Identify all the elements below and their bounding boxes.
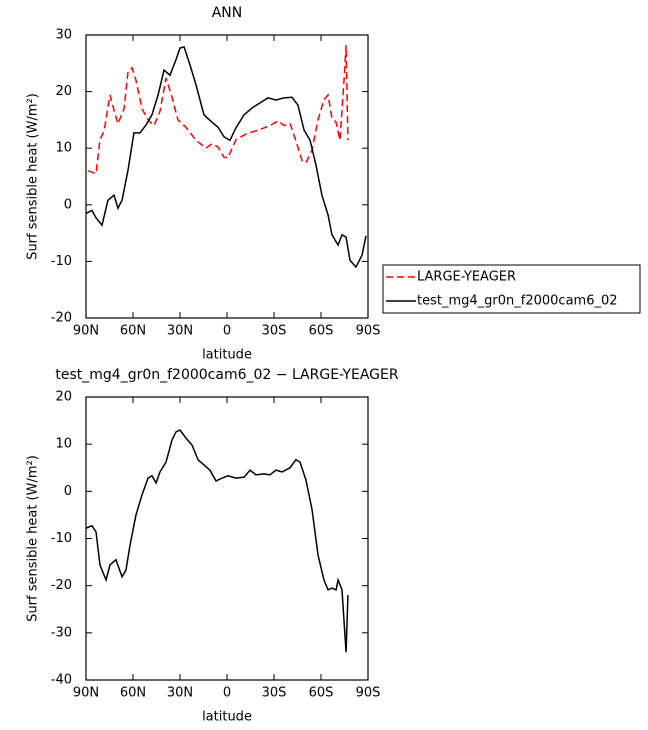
y-axis-label: Surf sensible heat (W/m²)	[26, 93, 41, 260]
x-tick-label: 90N	[73, 686, 99, 701]
series-line	[87, 45, 349, 175]
y-tick-label: -30	[51, 625, 72, 640]
y-tick-label: -20	[51, 578, 72, 593]
x-axis-label: latitude	[202, 710, 252, 725]
y-axis-label: Surf sensible heat (W/m²)	[26, 455, 41, 622]
y-tick-label: 0	[64, 197, 72, 212]
x-tick-label: 0	[223, 686, 231, 701]
y-tick-label: 20	[55, 390, 72, 405]
x-axis-label: latitude	[202, 348, 252, 363]
chart-title: test_mg4_gr0n_f2000cam6_02 − LARGE-YEAGE…	[55, 367, 398, 383]
x-tick-label: 30N	[167, 324, 193, 339]
x-tick-label: 30S	[262, 686, 287, 701]
series-line	[85, 45, 367, 269]
x-tick-label: 90S	[356, 686, 381, 701]
y-tick-label: 0	[64, 484, 72, 499]
legend-frame	[382, 264, 641, 314]
y-tick-label: -10	[51, 254, 72, 269]
y-tick-label: -10	[51, 531, 72, 546]
y-tick-label: 10	[55, 437, 72, 452]
y-tick-label: 30	[55, 28, 72, 43]
x-tick-label: 60S	[309, 686, 334, 701]
y-tick-label: 20	[55, 84, 72, 99]
x-tick-label: 60N	[120, 324, 146, 339]
x-tick-label: 30N	[167, 686, 193, 701]
y-tick-label: 10	[55, 141, 72, 156]
x-tick-label: 60S	[309, 324, 334, 339]
y-tick-label: -20	[51, 311, 72, 326]
legend-label: test_mg4_gr0n_f2000cam6_02	[417, 294, 618, 309]
x-tick-label: 90N	[73, 324, 99, 339]
chart-title: ANN	[212, 5, 243, 21]
series-line	[85, 429, 349, 653]
x-tick-label: 30S	[262, 324, 287, 339]
x-tick-label: 90S	[356, 324, 381, 339]
x-tick-label: 60N	[120, 686, 146, 701]
y-tick-label: -40	[51, 673, 72, 688]
x-tick-label: 0	[223, 324, 231, 339]
legend-label: LARGE-YEAGER	[417, 270, 516, 285]
